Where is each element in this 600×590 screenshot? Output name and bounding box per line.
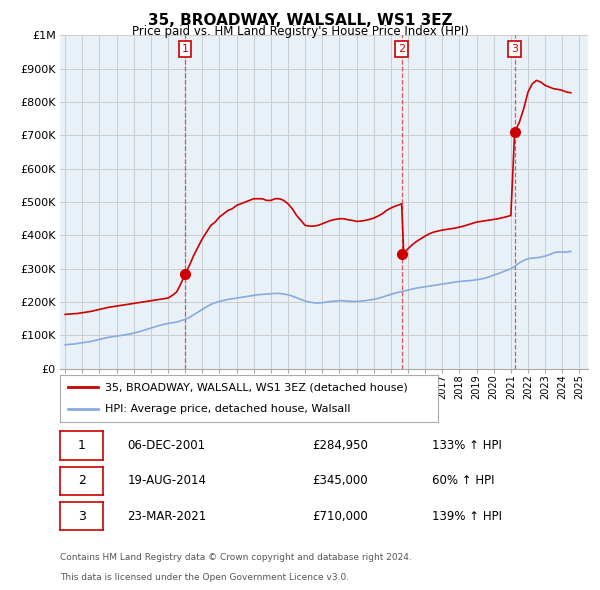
Text: 06-DEC-2001: 06-DEC-2001 <box>127 439 205 452</box>
Text: 3: 3 <box>77 510 86 523</box>
Text: £345,000: £345,000 <box>312 474 368 487</box>
Text: HPI: Average price, detached house, Walsall: HPI: Average price, detached house, Wals… <box>106 404 351 414</box>
Text: This data is licensed under the Open Government Licence v3.0.: This data is licensed under the Open Gov… <box>60 572 349 582</box>
Text: 23-MAR-2021: 23-MAR-2021 <box>127 510 206 523</box>
Text: Contains HM Land Registry data © Crown copyright and database right 2024.: Contains HM Land Registry data © Crown c… <box>60 553 412 562</box>
Text: 139% ↑ HPI: 139% ↑ HPI <box>432 510 502 523</box>
Text: 35, BROADWAY, WALSALL, WS1 3EZ: 35, BROADWAY, WALSALL, WS1 3EZ <box>148 13 452 28</box>
Text: £284,950: £284,950 <box>312 439 368 452</box>
Text: 1: 1 <box>182 44 188 54</box>
Text: 35, BROADWAY, WALSALL, WS1 3EZ (detached house): 35, BROADWAY, WALSALL, WS1 3EZ (detached… <box>106 382 408 392</box>
Text: 133% ↑ HPI: 133% ↑ HPI <box>432 439 502 452</box>
Text: 2: 2 <box>398 44 405 54</box>
Text: £710,000: £710,000 <box>312 510 368 523</box>
Text: 3: 3 <box>511 44 518 54</box>
Text: 1: 1 <box>77 439 86 452</box>
Text: Price paid vs. HM Land Registry's House Price Index (HPI): Price paid vs. HM Land Registry's House … <box>131 25 469 38</box>
Text: 60% ↑ HPI: 60% ↑ HPI <box>432 474 494 487</box>
Text: 19-AUG-2014: 19-AUG-2014 <box>127 474 206 487</box>
Text: 2: 2 <box>77 474 86 487</box>
